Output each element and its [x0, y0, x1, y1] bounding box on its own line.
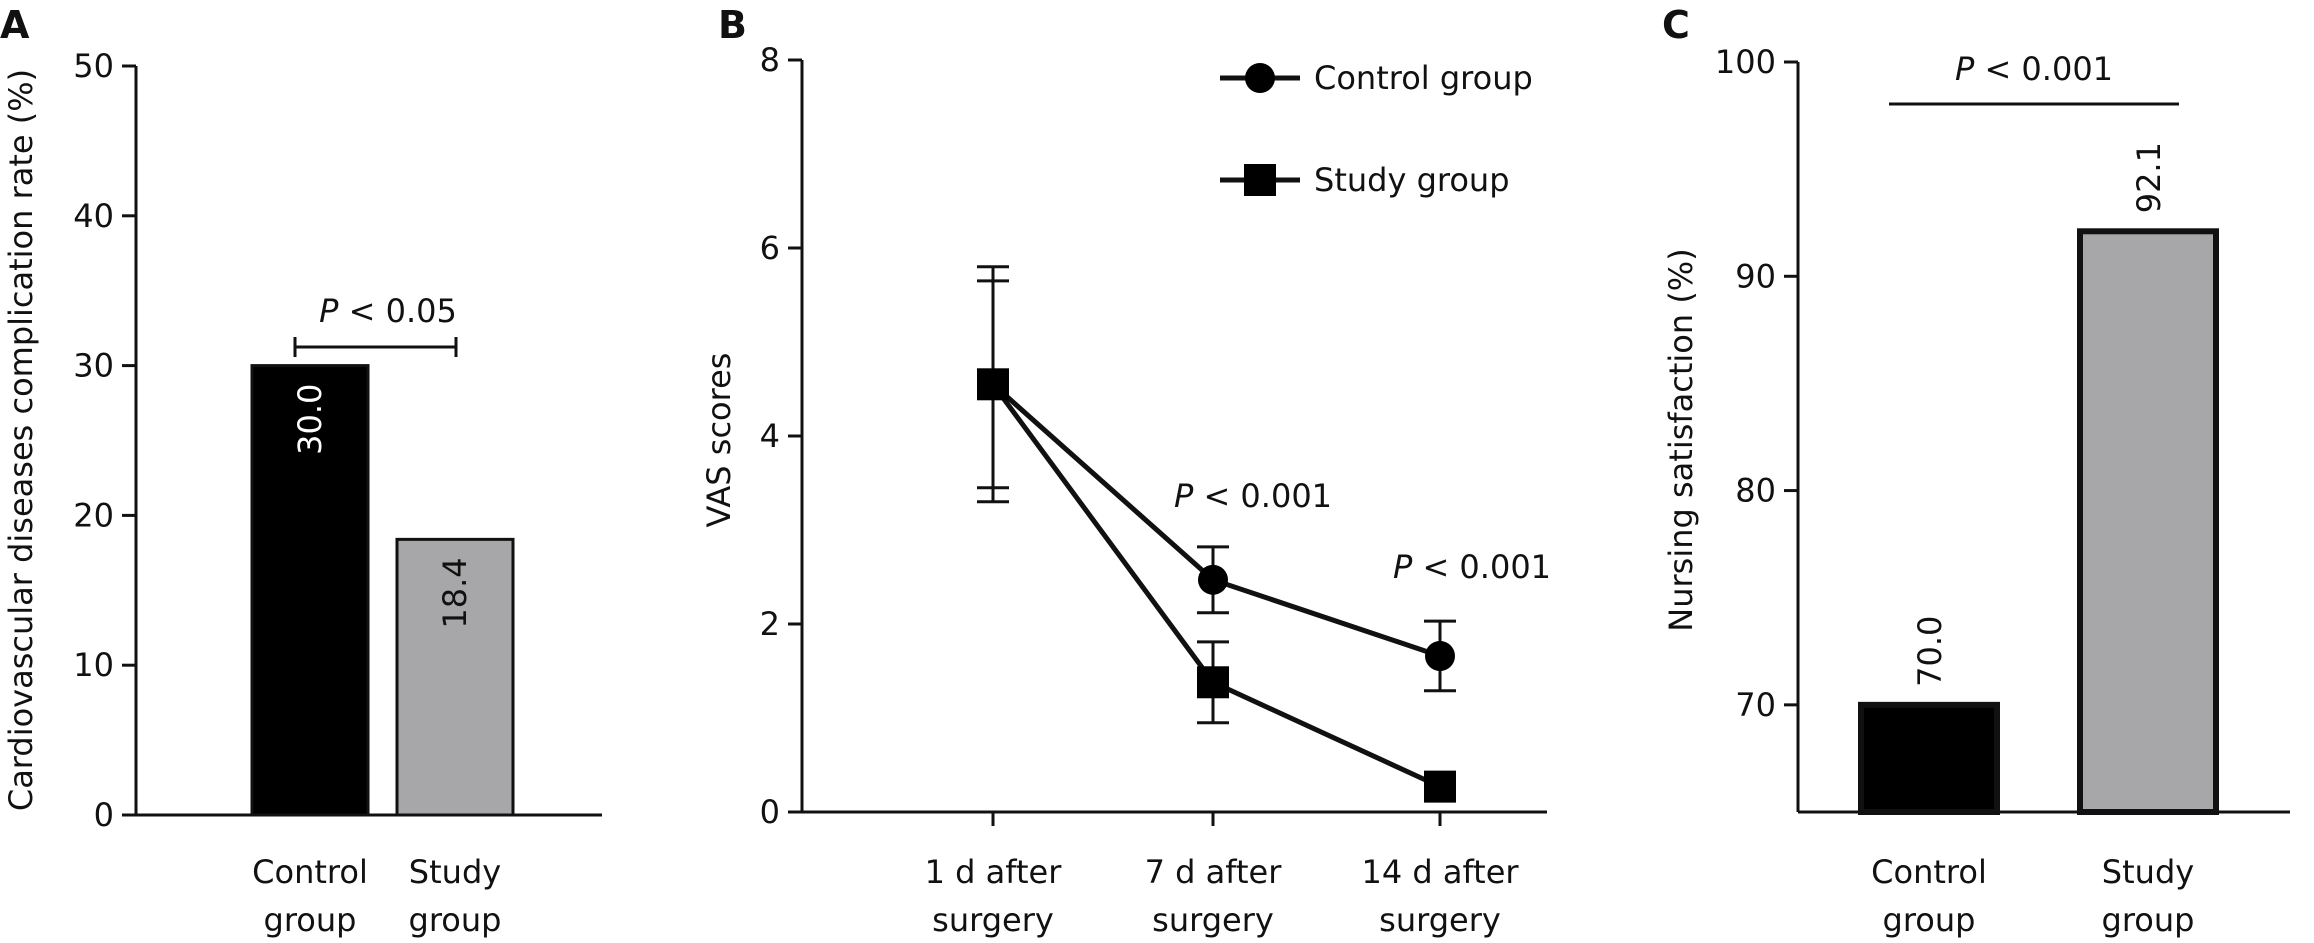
a-category-label: group — [409, 901, 502, 939]
panel-letter-c: C — [1662, 3, 1690, 47]
panel-letter-a: A — [0, 3, 30, 47]
c-y-tick-label: 90 — [1735, 257, 1776, 295]
c-y-tick-label: 80 — [1735, 472, 1776, 510]
b-control-line — [991, 382, 1441, 659]
a-bar-value-label: 30.0 — [291, 384, 329, 455]
a-category-label: group — [264, 901, 357, 939]
a-y-tick-label: 30 — [73, 347, 114, 385]
panel-b-vas-scores-chart: B 0 2 4 6 8 VAS scores 1 d after surgery 7 d aft… — [700, 3, 1551, 939]
b-p-value-label-value: < 0.001 — [1193, 477, 1332, 515]
b-p-value-label-symbol: P — [1174, 477, 1194, 515]
b-category-label: 7 d after — [1145, 853, 1283, 891]
b-y-tick-label: 6 — [760, 229, 780, 267]
a-y-tick-label: 20 — [73, 496, 114, 534]
c-p-value-label-value: < 0.001 — [1974, 50, 2113, 88]
a-bar-control — [250, 364, 370, 817]
b-control-point — [1425, 640, 1455, 671]
b-p-value-label: P < 0.001 — [1174, 477, 1332, 515]
a-y-tick-label: 50 — [73, 47, 114, 85]
a-y-axis-title: Cardiovascular diseases complication rat… — [2, 69, 40, 811]
a-category-label: Study — [409, 853, 501, 891]
b-p-value-label-value: < 0.001 — [1412, 548, 1551, 586]
a-y-tick-label: 40 — [73, 197, 114, 235]
c-category-label: group — [2102, 901, 2195, 939]
a-bar-study — [395, 537, 515, 817]
b-legend-marker-square — [1244, 164, 1276, 196]
b-legend-label: Control group — [1314, 59, 1533, 97]
b-category-label: surgery — [1152, 901, 1274, 939]
c-y-tick-label: 70 — [1735, 686, 1776, 724]
b-study-point — [1424, 770, 1456, 803]
c-bar-value-label: 92.1 — [2130, 142, 2168, 213]
b-legend-marker-circle — [1245, 63, 1275, 93]
b-y-axis-title: VAS scores — [700, 353, 738, 528]
b-study-point — [1197, 666, 1229, 699]
c-category-label: Study — [2102, 853, 2194, 891]
b-category-label: 14 d after — [1361, 853, 1519, 891]
c-y-axis-title: Nursing satisfaction (%) — [1662, 248, 1700, 631]
c-p-value-label-symbol: P — [1955, 50, 1975, 88]
a-y-tick-label: 10 — [73, 646, 114, 684]
a-y-tick-label: 0 — [94, 796, 114, 834]
a-category-label: Control — [252, 853, 368, 891]
b-y-tick-label: 8 — [760, 41, 780, 79]
a-p-value-label-value: < 0.05 — [338, 292, 456, 330]
b-p-value-label-symbol: P — [1393, 548, 1413, 586]
a-p-value-label-symbol: P — [319, 292, 339, 330]
b-category-label: surgery — [1379, 901, 1501, 939]
c-category-label: group — [1883, 901, 1976, 939]
b-control-point — [1198, 564, 1228, 595]
b-y-tick-label: 4 — [760, 417, 780, 455]
b-p-value-label: P < 0.001 — [1393, 548, 1551, 586]
c-bar-study — [2077, 228, 2219, 816]
b-legend-label: Study group — [1314, 161, 1510, 199]
b-y-tick-label: 2 — [760, 605, 780, 643]
b-category-label: 1 d after — [925, 853, 1063, 891]
panel-letter-b: B — [718, 3, 747, 47]
b-y-tick-label: 0 — [760, 793, 780, 831]
b-category-label: surgery — [932, 901, 1054, 939]
c-y-tick-label: 100 — [1715, 43, 1776, 81]
a-bar-value-label: 18.4 — [436, 557, 474, 628]
a-p-value-label: P < 0.05 — [319, 292, 457, 330]
panel-c-nursing-satisfaction-chart: C 70 80 90 100 Nursing satisfaction (%) 70.0 C… — [1662, 3, 2290, 939]
c-p-value-label: P < 0.001 — [1955, 50, 2113, 88]
b-study-point — [977, 368, 1009, 401]
c-bar-control — [1858, 701, 2000, 815]
c-bar-value-label: 70.0 — [1911, 616, 1949, 687]
panel-a-complication-rate-chart: A 0 10 20 30 40 50 Cardiovascular diseases com… — [0, 3, 602, 939]
c-category-label: Control — [1871, 853, 1987, 891]
